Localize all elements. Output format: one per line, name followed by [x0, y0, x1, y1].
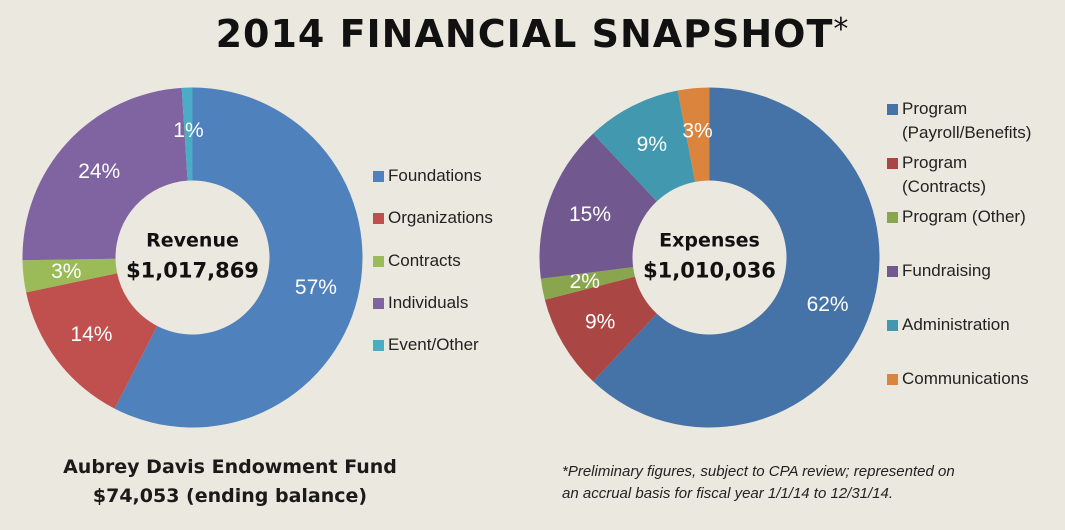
expenses-center-title: Expenses: [659, 230, 760, 252]
revenue-legend-label: Foundations: [388, 166, 482, 185]
revenue-legend-swatch: [373, 213, 384, 224]
expenses-slice-administration: [593, 90, 696, 202]
expenses-slice-label-communications: 3%: [682, 120, 712, 143]
revenue-slice-individuals: [22, 87, 188, 261]
expenses-slice-program-other: [540, 267, 635, 300]
endowment-balance: $74,053 (ending balance): [92, 485, 368, 507]
revenue-slice-label-organizations: 14%: [70, 323, 112, 346]
expenses-legend-label: Fundraising: [902, 261, 991, 280]
expenses-slice-label-program-contracts: 9%: [585, 311, 615, 334]
expenses-legend-label: Program (Other): [902, 207, 1026, 226]
revenue-legend-swatch: [373, 171, 384, 182]
revenue-legend-label: Individuals: [388, 293, 469, 312]
revenue-legend-swatch: [373, 256, 384, 267]
revenue-slice-label-individuals: 24%: [78, 160, 120, 183]
revenue-slice-foundations: [114, 87, 363, 428]
revenue-slice-label-contracts: 3%: [51, 260, 81, 283]
expenses-legend-swatch: [887, 320, 898, 331]
revenue-slice-contracts: [22, 258, 118, 293]
revenue-legend-label: Event/Other: [388, 335, 479, 354]
expenses-center-value: $1,010,036: [643, 259, 776, 283]
endowment-fund: Aubrey Davis Endowment Fund $74,053 (end…: [20, 453, 440, 511]
expenses-donut-chart: 62% 9% 2% 15% 9% 3% Expenses $1,010,036: [539, 87, 880, 428]
revenue-slice-label-event-other: 1%: [173, 119, 203, 142]
revenue-legend-label: Organizations: [388, 208, 493, 227]
footnote: *Preliminary figures, subject to CPA rev…: [562, 461, 1032, 505]
expenses-slice-label-fundraising: 15%: [569, 203, 611, 226]
expenses-legend-label: Communications: [902, 369, 1029, 388]
expenses-legend-label: Program (Payroll/Benefits): [902, 99, 1032, 142]
revenue-slice-organizations: [26, 273, 158, 409]
expenses-slice-communications: [677, 87, 710, 182]
expenses-slice-program-payroll-benefits: [593, 87, 880, 428]
expenses-legend-swatch: [887, 374, 898, 385]
footnote-line-2: an accrual basis for fiscal year 1/1/14 …: [562, 485, 894, 502]
expenses-legend-swatch: [887, 158, 898, 169]
revenue-legend-label: Contracts: [388, 251, 461, 270]
revenue-slice-event-other: [181, 87, 193, 181]
expenses-slice-label-program-payroll-benefits: 62%: [807, 293, 849, 316]
expenses-slice-label-administration: 9%: [637, 133, 667, 156]
revenue-donut-chart: 57% 14% 3% 24% 1% Revenue $1,017,869: [22, 87, 363, 428]
expenses-slice-program-contracts: [544, 276, 657, 382]
revenue-center-title: Revenue: [146, 230, 239, 252]
expenses-legend-label: Administration: [902, 315, 1010, 334]
page-title: 2014 FINANCIAL SNAPSHOT*: [215, 12, 850, 56]
revenue-center-value: $1,017,869: [126, 259, 259, 283]
revenue-legend-swatch: [373, 340, 384, 351]
expenses-legend-swatch: [887, 104, 898, 115]
title-footnote-mark: *: [833, 12, 850, 47]
expenses-legend-swatch: [887, 266, 898, 277]
expenses-legend-swatch: [887, 212, 898, 223]
revenue-slice-label-foundations: 57%: [295, 276, 337, 299]
footnote-line-1: *Preliminary figures, subject to CPA rev…: [562, 463, 955, 480]
expenses-slice-label-program-other: 2%: [570, 270, 600, 293]
expenses-slice-fundraising: [539, 133, 657, 279]
revenue-legend-swatch: [373, 298, 384, 309]
endowment-name: Aubrey Davis Endowment Fund: [63, 456, 397, 478]
expenses-legend-label: Program (Contracts): [902, 153, 987, 196]
